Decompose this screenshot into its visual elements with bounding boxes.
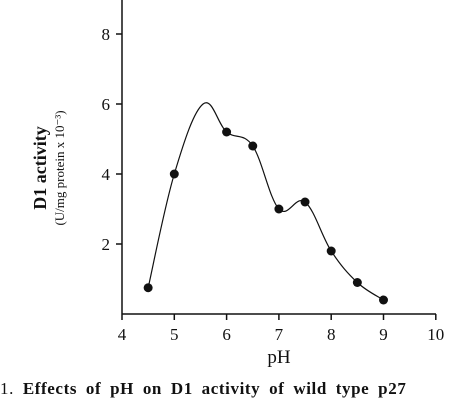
caption-text: Effects of pH on D1 activity of wild typ… — [22, 379, 407, 398]
data-point — [352, 278, 362, 287]
caption-prefix: 1. — [0, 379, 14, 398]
y-tick-label: 6 — [102, 95, 111, 114]
x-tick-label: 4 — [118, 325, 127, 344]
data-point — [143, 283, 153, 293]
x-tick-label: 8 — [327, 325, 336, 344]
data-point — [248, 141, 258, 151]
y-tick-label: 2 — [102, 235, 111, 254]
data-point — [300, 197, 310, 207]
data-point — [326, 246, 336, 256]
x-ticks: 4 5 6 7 8 9 10 — [118, 314, 444, 344]
x-tick-label: 10 — [427, 325, 444, 344]
x-tick-label: 6 — [222, 325, 231, 344]
x-tick-label: 7 — [275, 325, 284, 344]
y-tick-label: 8 — [102, 25, 111, 44]
y-ticks: 2 4 6 8 — [102, 25, 122, 254]
data-point — [169, 169, 179, 179]
data-point — [274, 204, 284, 214]
y-tick-label: 4 — [102, 165, 111, 184]
data-point — [222, 127, 232, 137]
data-points — [143, 127, 388, 305]
x-axis-label: pH — [267, 347, 291, 368]
figure-caption: 1. Effects of pH on D1 activity of wild … — [0, 379, 474, 404]
y-axis-unit: (U/mg protein x 10⁻³) — [52, 110, 67, 225]
x-tick-label: 9 — [379, 325, 388, 344]
series-line — [147, 102, 384, 301]
y-axis-label: D1 activity — [30, 126, 50, 209]
data-point — [379, 295, 388, 305]
x-tick-label: 5 — [170, 325, 179, 344]
